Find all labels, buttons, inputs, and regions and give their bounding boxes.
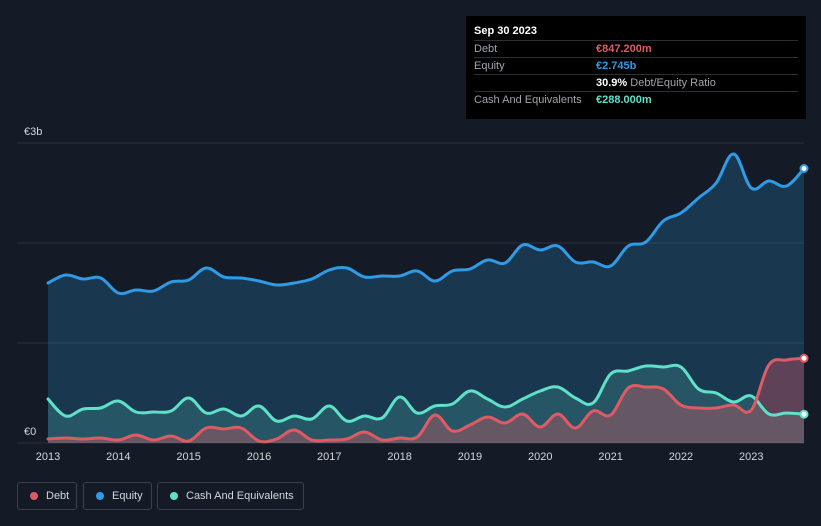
grid-lines — [17, 142, 804, 444]
axis-labels: €3b €0 2013 2014 2015 2016 2017 2018 2019 2020 202… — [24, 126, 763, 463]
x-tick-label: 2015 — [176, 451, 200, 463]
tooltip-value-ratio: 30.9% — [596, 77, 628, 89]
x-tick-label: 2019 — [458, 451, 482, 463]
tooltip-label-ratio: Debt/Equity Ratio — [630, 77, 716, 89]
legend-item-debt[interactable]: Debt — [17, 482, 77, 510]
legend-dot-equity-icon — [96, 492, 104, 500]
x-tick-label: 2013 — [36, 451, 60, 463]
series-areas — [48, 153, 804, 443]
line-equity — [46, 152, 806, 296]
tooltip-date: Sep 30 2023 — [474, 25, 537, 37]
area-debt — [48, 358, 804, 443]
tooltip-row-ratio: 30.9% Debt/Equity Ratio — [474, 74, 798, 92]
x-tick-label: 2022 — [669, 451, 693, 463]
x-tick-label: 2023 — [739, 451, 763, 463]
end-marker-debt — [799, 353, 809, 363]
series-lines — [46, 152, 806, 444]
tooltip-label-cash: Cash And Equivalents — [474, 94, 582, 106]
legend-item-cash[interactable]: Cash And Equivalents — [157, 482, 304, 510]
x-tick-label: 2016 — [247, 451, 271, 463]
end-marker-cash-and-equivalents — [799, 409, 809, 419]
x-tick-label: 2021 — [598, 451, 622, 463]
end-markers — [799, 164, 809, 419]
y-tick-label: €3b — [24, 126, 42, 138]
legend-item-equity[interactable]: Equity — [83, 482, 152, 510]
tooltip-label-equity: Equity — [474, 60, 505, 72]
tooltip-row-equity: Equity €2.745b — [474, 57, 798, 75]
tooltip-panel: Sep 30 2023 Debt €847.200m Equity €2.745… — [466, 16, 806, 119]
tooltip-value-cash: €288.000m — [596, 94, 652, 106]
end-marker-equity — [799, 164, 809, 173]
x-tick-label: 2020 — [528, 451, 552, 463]
legend-label-equity: Equity — [112, 490, 143, 502]
y-tick-label: €0 — [24, 426, 36, 438]
tooltip-ratio-line: 30.9% Debt/Equity Ratio — [596, 77, 716, 89]
x-tick-label: 2018 — [387, 451, 411, 463]
x-tick-label: 2014 — [106, 451, 130, 463]
tooltip-label-debt: Debt — [474, 43, 498, 55]
line-debt — [46, 356, 806, 444]
line-cash-and-equivalents — [46, 363, 806, 423]
legend-label-debt: Debt — [46, 490, 70, 502]
x-tick-label: 2017 — [317, 451, 341, 463]
legend-dot-debt-icon — [30, 492, 38, 500]
tooltip-value-debt: €847.200m — [596, 43, 652, 55]
tooltip-value-equity: €2.745b — [596, 60, 637, 72]
legend-dot-cash-icon — [170, 492, 178, 500]
area-cash-and-equivalents — [48, 365, 804, 443]
legend-label-cash: Cash And Equivalents — [186, 490, 294, 502]
tooltip-row-cash: Cash And Equivalents €288.000m — [474, 91, 798, 109]
tooltip-row-debt: Debt €847.200m — [474, 40, 798, 58]
